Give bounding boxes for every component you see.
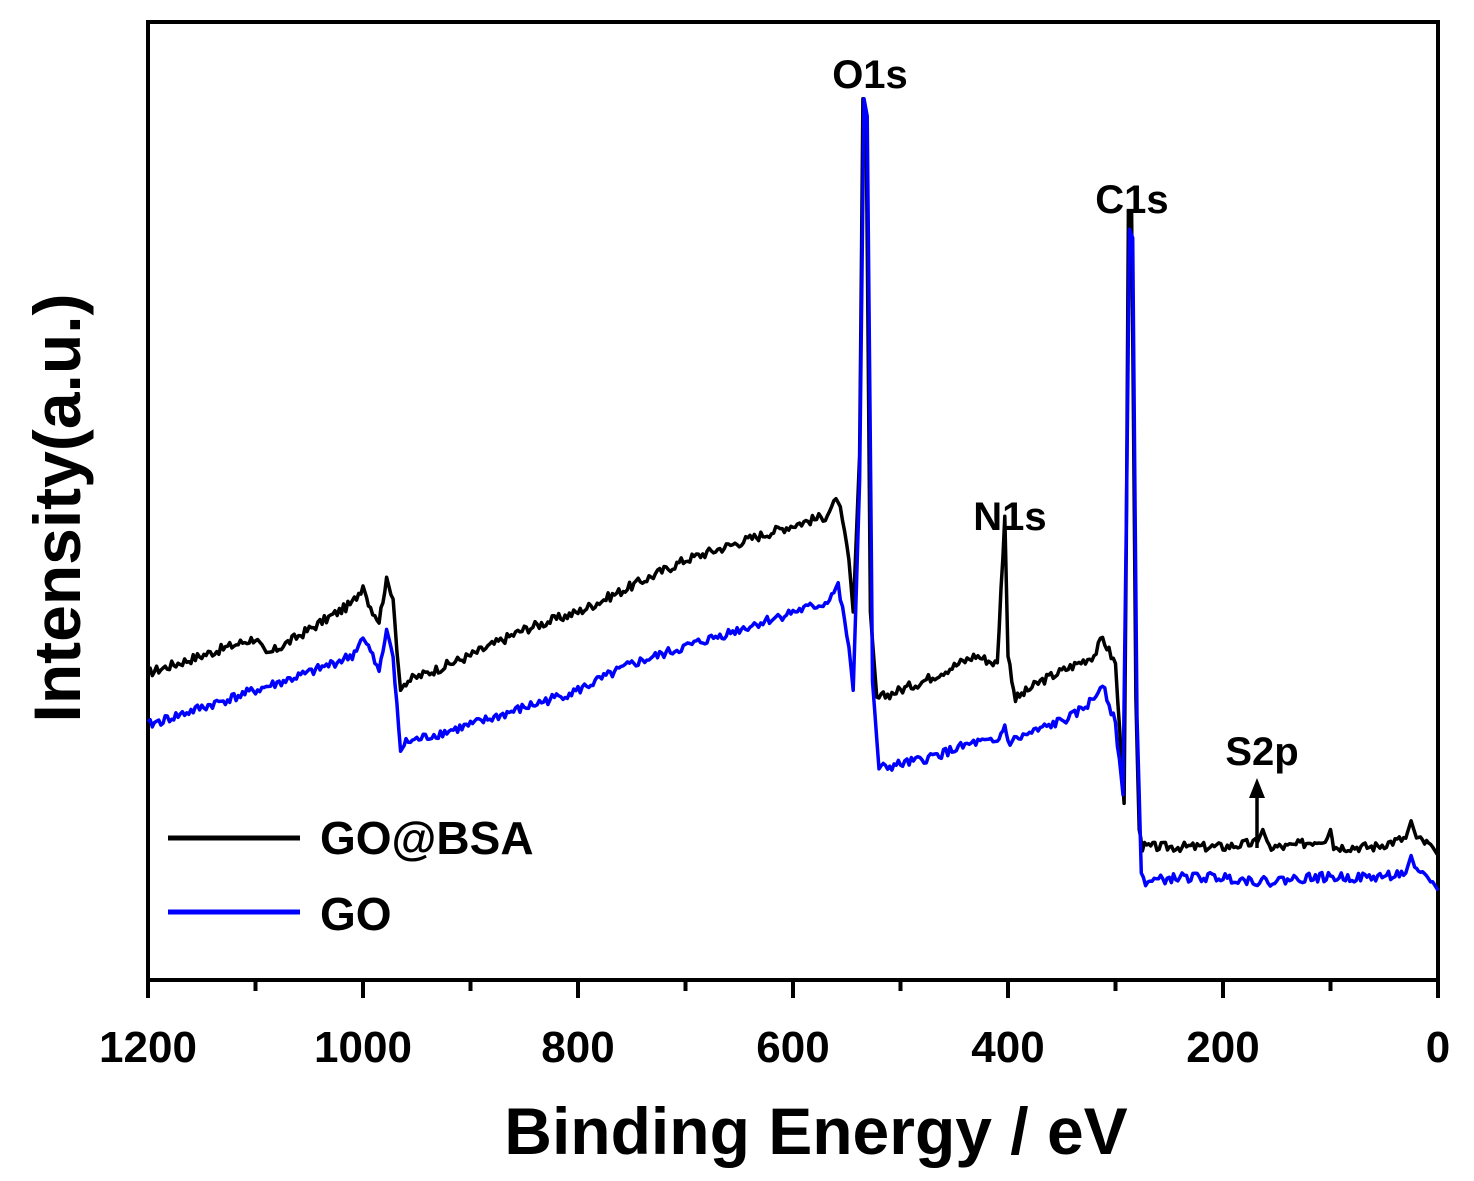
x-tick-label: 1000 [314, 1023, 412, 1072]
legend-label-go-bsa: GO@BSA [320, 812, 534, 864]
series-line-go [146, 96, 1440, 892]
x-axis-tick-labels: 1200 1000 800 600 400 200 0 [99, 1023, 1450, 1072]
peak-label-n1s: N1s [973, 495, 1046, 539]
x-axis-ticks [146, 980, 1440, 998]
x-tick-label: 200 [1186, 1023, 1259, 1072]
peak-label-s2p: S2p [1225, 730, 1298, 774]
s2p-arrow-head [1249, 778, 1265, 798]
x-axis-title: Binding Energy / eV [504, 1094, 1127, 1168]
x-tick-label: 600 [756, 1023, 829, 1072]
x-tick-label: 400 [971, 1023, 1044, 1072]
legend: GO@BSA GO [168, 812, 534, 940]
x-tick-label: 0 [1426, 1023, 1450, 1072]
peak-label-o1s: O1s [832, 53, 908, 97]
peak-label-c1s: C1s [1095, 178, 1168, 222]
series-line-go-bsa [147, 96, 1440, 857]
x-tick-label: 800 [541, 1023, 614, 1072]
x-tick-label: 1200 [99, 1023, 197, 1072]
y-axis-title: Intensity(a.u.) [20, 293, 94, 722]
legend-label-go: GO [320, 888, 392, 940]
